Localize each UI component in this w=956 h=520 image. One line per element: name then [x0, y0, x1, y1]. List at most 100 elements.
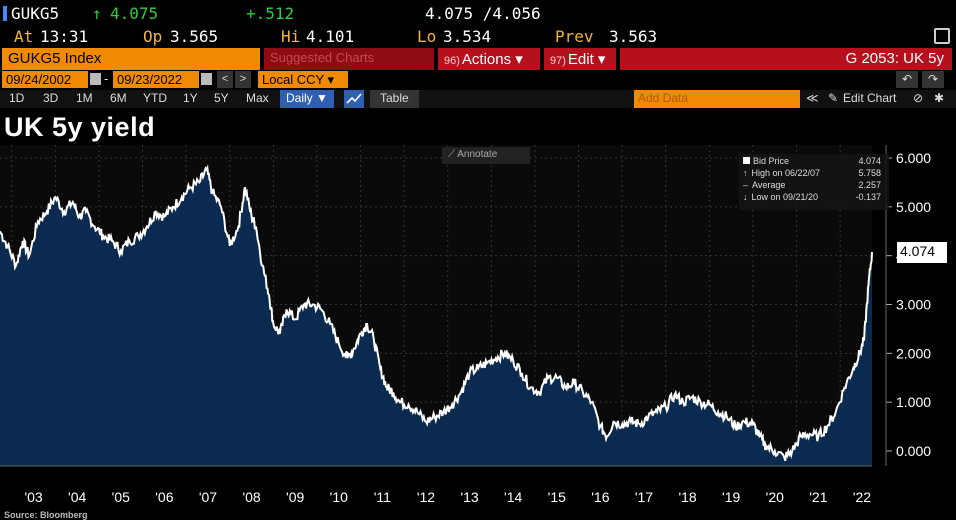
x-tick-label: '03 [24, 489, 42, 505]
prev-range-button[interactable]: < [217, 71, 233, 88]
high-label: Hi [281, 27, 301, 46]
legend: Bid Price 4.074 ↑ High on 06/22/07 5.758 – A… [739, 154, 889, 210]
ticker-marker [3, 6, 7, 21]
period-1d[interactable]: 1D [9, 91, 25, 105]
period-6m[interactable]: 6M [110, 91, 127, 105]
ticker[interactable]: GUKG5 [11, 4, 60, 23]
x-tick-label: '18 [678, 489, 696, 505]
date-range-row: 09/24/2002 - 09/23/2022 < > Local CCY ▾ … [0, 71, 956, 89]
period-ytd[interactable]: YTD [143, 91, 167, 105]
legend-label: Low on 09/21/20 [751, 192, 819, 202]
legend-row-bid: Bid Price 4.074 [743, 156, 885, 168]
y-tick-label: 1.000 [896, 394, 931, 410]
period-1y[interactable]: 1Y [183, 91, 198, 105]
security-field[interactable]: GUKG5 Index [2, 48, 260, 70]
at-time: 13:31 [40, 27, 89, 46]
annotate-label: Annotate [457, 149, 498, 160]
calendar-icon[interactable] [201, 73, 212, 85]
yield-line [0, 164, 873, 462]
x-tick-label: '21 [809, 489, 827, 505]
date-separator: - [104, 71, 109, 86]
edit-number: 97) [550, 55, 566, 67]
x-tick-label: '19 [722, 489, 740, 505]
period-5y[interactable]: 5Y [214, 91, 229, 105]
legend-row-high: ↑ High on 06/22/07 5.758 [743, 168, 885, 180]
gear-icon[interactable]: ✱ [934, 91, 945, 105]
legend-swatch [743, 157, 750, 164]
prev-value: 3.563 [609, 27, 658, 46]
start-date-input[interactable]: 09/24/2002 [2, 71, 88, 88]
command-bar: GUKG5 Index Suggested Charts 96) Actions … [0, 48, 956, 70]
open-label: Op [143, 27, 163, 46]
bid-ask: 4.075 /4.056 [425, 4, 541, 23]
actions-menu[interactable]: 96) Actions ▾ [438, 48, 540, 70]
legend-row-low: ↓ Low on 09/21/20 -0.137 [743, 192, 885, 204]
undo-icon[interactable]: ↶ [896, 71, 918, 88]
x-tick-label: '09 [286, 489, 304, 505]
x-tick-label: '12 [417, 489, 435, 505]
x-tick-label: '20 [766, 489, 784, 505]
pencil-icon: ✎ [828, 91, 839, 105]
legend-value: 4.074 [858, 156, 881, 166]
legend-value: 5.758 [858, 168, 881, 178]
suggested-charts-button[interactable]: Suggested Charts [264, 48, 434, 70]
x-axis: '03 '04 '05 '06 '07 '08 '09 '10 '11 '12 '13 '14 '15 '… [0, 465, 872, 505]
y-tick-label: 5.000 [896, 199, 931, 215]
legend-label: High on 06/22/07 [751, 168, 821, 178]
source-note: Source: Bloomberg [4, 510, 88, 520]
net-change: +.512 [246, 4, 295, 23]
prev-label: Prev [555, 27, 594, 46]
x-tick-label: '10 [330, 489, 348, 505]
collapse-icon[interactable]: ≪ [806, 91, 819, 105]
edit-menu[interactable]: 97) Edit ▾ [544, 48, 616, 70]
edit-chart-button[interactable]: Edit Chart [843, 91, 897, 105]
quote-row: GUKG5 ↑ 4.075 +.512 4.075 /4.056 [0, 2, 956, 24]
brush-icon[interactable]: ⊘ [913, 91, 924, 105]
yield-area [0, 168, 872, 466]
redo-icon[interactable]: ↷ [922, 71, 944, 88]
x-tick-label: '17 [635, 489, 653, 505]
x-tick-label: '04 [68, 489, 86, 505]
actions-label: Actions ▾ [461, 51, 523, 68]
edit-label: Edit ▾ [567, 51, 606, 68]
x-tick-label: '08 [242, 489, 260, 505]
last-price: 4.075 [110, 4, 159, 23]
frequency-select[interactable]: Daily ▼ [280, 90, 334, 108]
period-row: 1D 3D 1M 6M YTD 1Y 5Y Max Daily ▼ Table … [0, 90, 956, 108]
line-chart-icon[interactable] [344, 90, 364, 108]
next-range-button[interactable]: > [235, 71, 251, 88]
period-max[interactable]: Max [246, 91, 269, 105]
x-tick-label: '14 [504, 489, 522, 505]
x-tick-label: '06 [155, 489, 173, 505]
y-tick-label: 2.000 [896, 345, 931, 361]
at-label: At [14, 27, 34, 46]
legend-label: Bid Price [753, 156, 790, 166]
x-tick-label: '11 [374, 489, 391, 505]
annotate-button[interactable]: ⟋ Annotate [442, 147, 530, 164]
open-value: 3.565 [170, 27, 219, 46]
chart-id: G 2053: UK 5y [620, 48, 952, 70]
table-button[interactable]: Table [370, 90, 419, 108]
suggested-charts-label: Suggested Charts [270, 50, 375, 65]
legend-value: 2.257 [858, 180, 881, 190]
end-date-input[interactable]: 09/23/2022 [113, 71, 199, 88]
last-price-tag: 4.074 [897, 242, 947, 263]
x-tick-label: '13 [460, 489, 478, 505]
legend-value: -0.137 [855, 192, 881, 202]
currency-select[interactable]: Local CCY ▾ [258, 71, 348, 88]
low-marker-icon: ↓ [743, 192, 748, 202]
high-marker-icon: ↑ [743, 168, 748, 178]
expand-icon[interactable] [934, 28, 950, 44]
period-3d[interactable]: 3D [43, 91, 59, 105]
annotate-icon: ⟋ [448, 149, 458, 160]
up-arrow-icon: ↑ [92, 4, 102, 23]
period-1m[interactable]: 1M [76, 91, 93, 105]
y-tick-label: 0.000 [896, 443, 931, 459]
y-tick-label: 3.000 [896, 297, 931, 313]
chart-title: UK 5y yield [4, 112, 156, 142]
legend-row-average: – Average 2.257 [743, 180, 885, 192]
x-tick-label: '07 [199, 489, 217, 505]
add-data-input[interactable]: Add Data [634, 90, 800, 108]
calendar-icon[interactable] [90, 73, 101, 85]
